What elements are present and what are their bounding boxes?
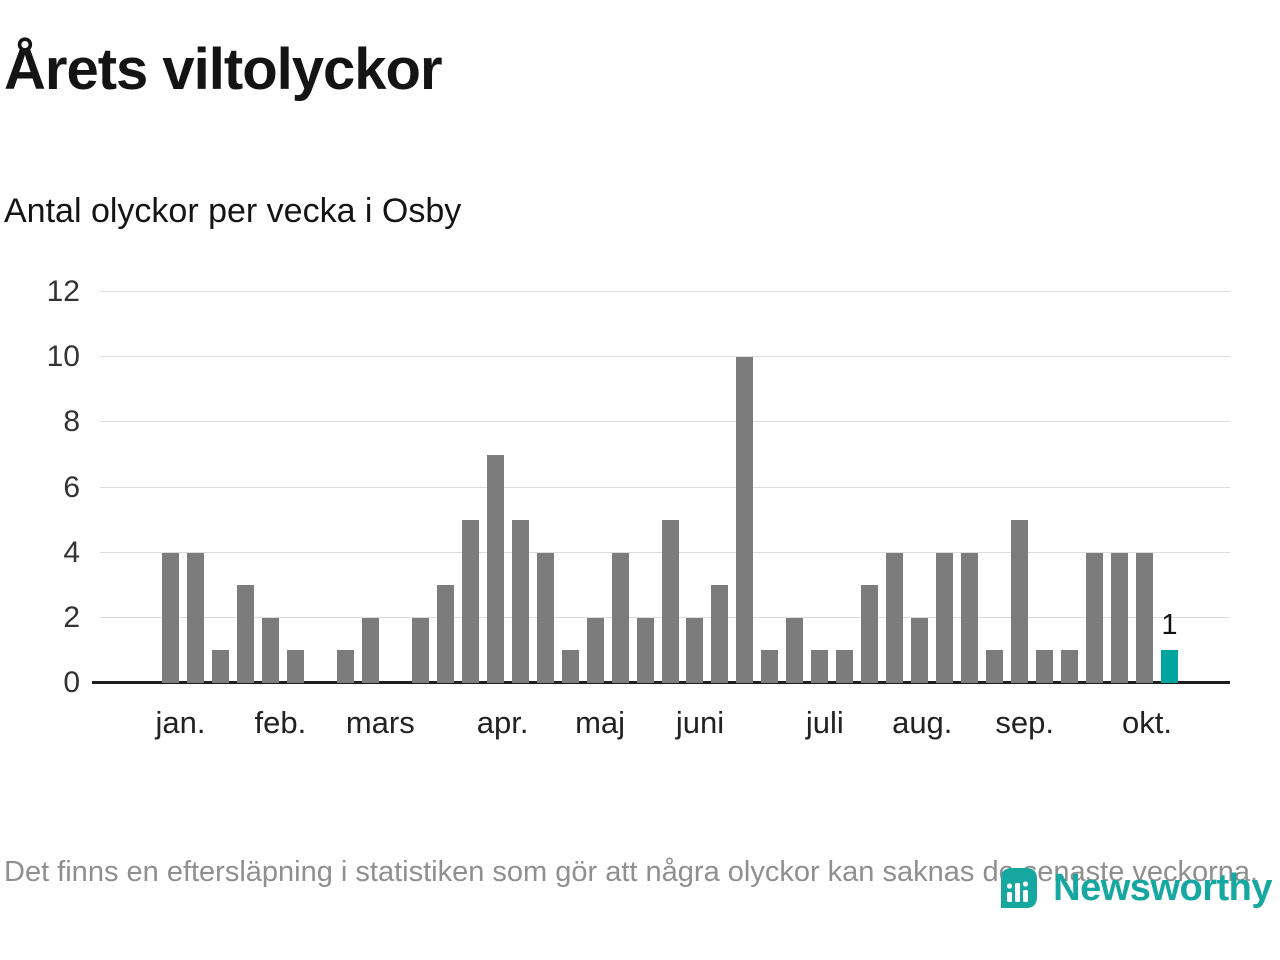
bar	[611, 552, 629, 683]
bar	[836, 650, 854, 683]
bar	[486, 454, 504, 683]
bar	[336, 650, 354, 683]
bar	[511, 520, 529, 683]
y-gridline	[100, 486, 1230, 488]
bar	[361, 617, 379, 683]
bar	[1011, 520, 1029, 683]
bar	[436, 585, 454, 683]
bar	[286, 650, 304, 683]
x-axis-line	[92, 681, 1230, 684]
bar	[1111, 552, 1129, 683]
chart-subtitle: Antal olyckor per vecka i Osby	[4, 192, 462, 230]
bar	[686, 617, 704, 683]
bar	[411, 617, 429, 683]
bar	[1136, 552, 1154, 683]
bar	[1086, 552, 1104, 683]
bar	[636, 617, 654, 683]
y-tick-label: 4	[63, 535, 80, 569]
bar	[786, 617, 804, 683]
month-label: juli	[805, 705, 844, 740]
month-label: okt.	[1122, 705, 1173, 740]
bar	[161, 552, 179, 683]
bar	[736, 357, 754, 683]
bar-value-label: 1	[1161, 609, 1178, 642]
month-label: mars	[345, 705, 415, 740]
bar	[961, 552, 979, 683]
bar	[886, 552, 904, 683]
month-label: apr.	[476, 705, 529, 740]
y-tick-label: 10	[46, 340, 80, 374]
y-tick-label: 2	[63, 600, 80, 634]
month-label: maj	[575, 705, 626, 740]
bar	[911, 617, 929, 683]
y-tick-label: 6	[63, 470, 80, 504]
y-tick-label: 0	[63, 666, 80, 699]
plot-area: 0 2 4 6 8 10 12 1 jan. feb. mars apr. maj juni juli aug…	[47, 275, 1230, 740]
month-label: feb.	[254, 705, 307, 740]
bar	[1036, 650, 1054, 683]
month-label: juni	[675, 705, 725, 740]
bar	[761, 650, 779, 683]
newsworthy-logo-icon	[1001, 868, 1038, 908]
bar	[186, 552, 204, 683]
y-gridline	[100, 291, 1230, 292]
month-label: sep.	[995, 705, 1054, 740]
bar	[1061, 650, 1079, 683]
bar	[536, 552, 554, 683]
y-tick-label: 8	[63, 405, 80, 439]
bar	[811, 650, 829, 683]
y-gridline	[100, 356, 1230, 358]
footer-note: Det finns en eftersläpning i statistiken…	[4, 856, 1259, 888]
bar	[211, 650, 229, 683]
bar	[561, 650, 579, 683]
month-label: jan.	[155, 705, 206, 740]
y-gridline	[100, 421, 1230, 423]
newsworthy-wordmark: Newsworthy	[1053, 866, 1272, 909]
newsworthy-logo: Newsworthy	[991, 862, 1272, 914]
bar-current-week	[1161, 650, 1178, 683]
bar	[936, 552, 954, 683]
bar	[261, 617, 279, 683]
bar	[461, 520, 479, 683]
bar	[861, 585, 879, 683]
bar	[986, 650, 1004, 683]
month-label: aug.	[892, 705, 953, 740]
bar	[236, 585, 254, 683]
bar	[586, 617, 604, 683]
bar	[711, 585, 729, 683]
page-title: Årets viltolyckor	[4, 37, 443, 102]
bar	[661, 520, 679, 683]
y-tick-label: 12	[46, 275, 80, 308]
